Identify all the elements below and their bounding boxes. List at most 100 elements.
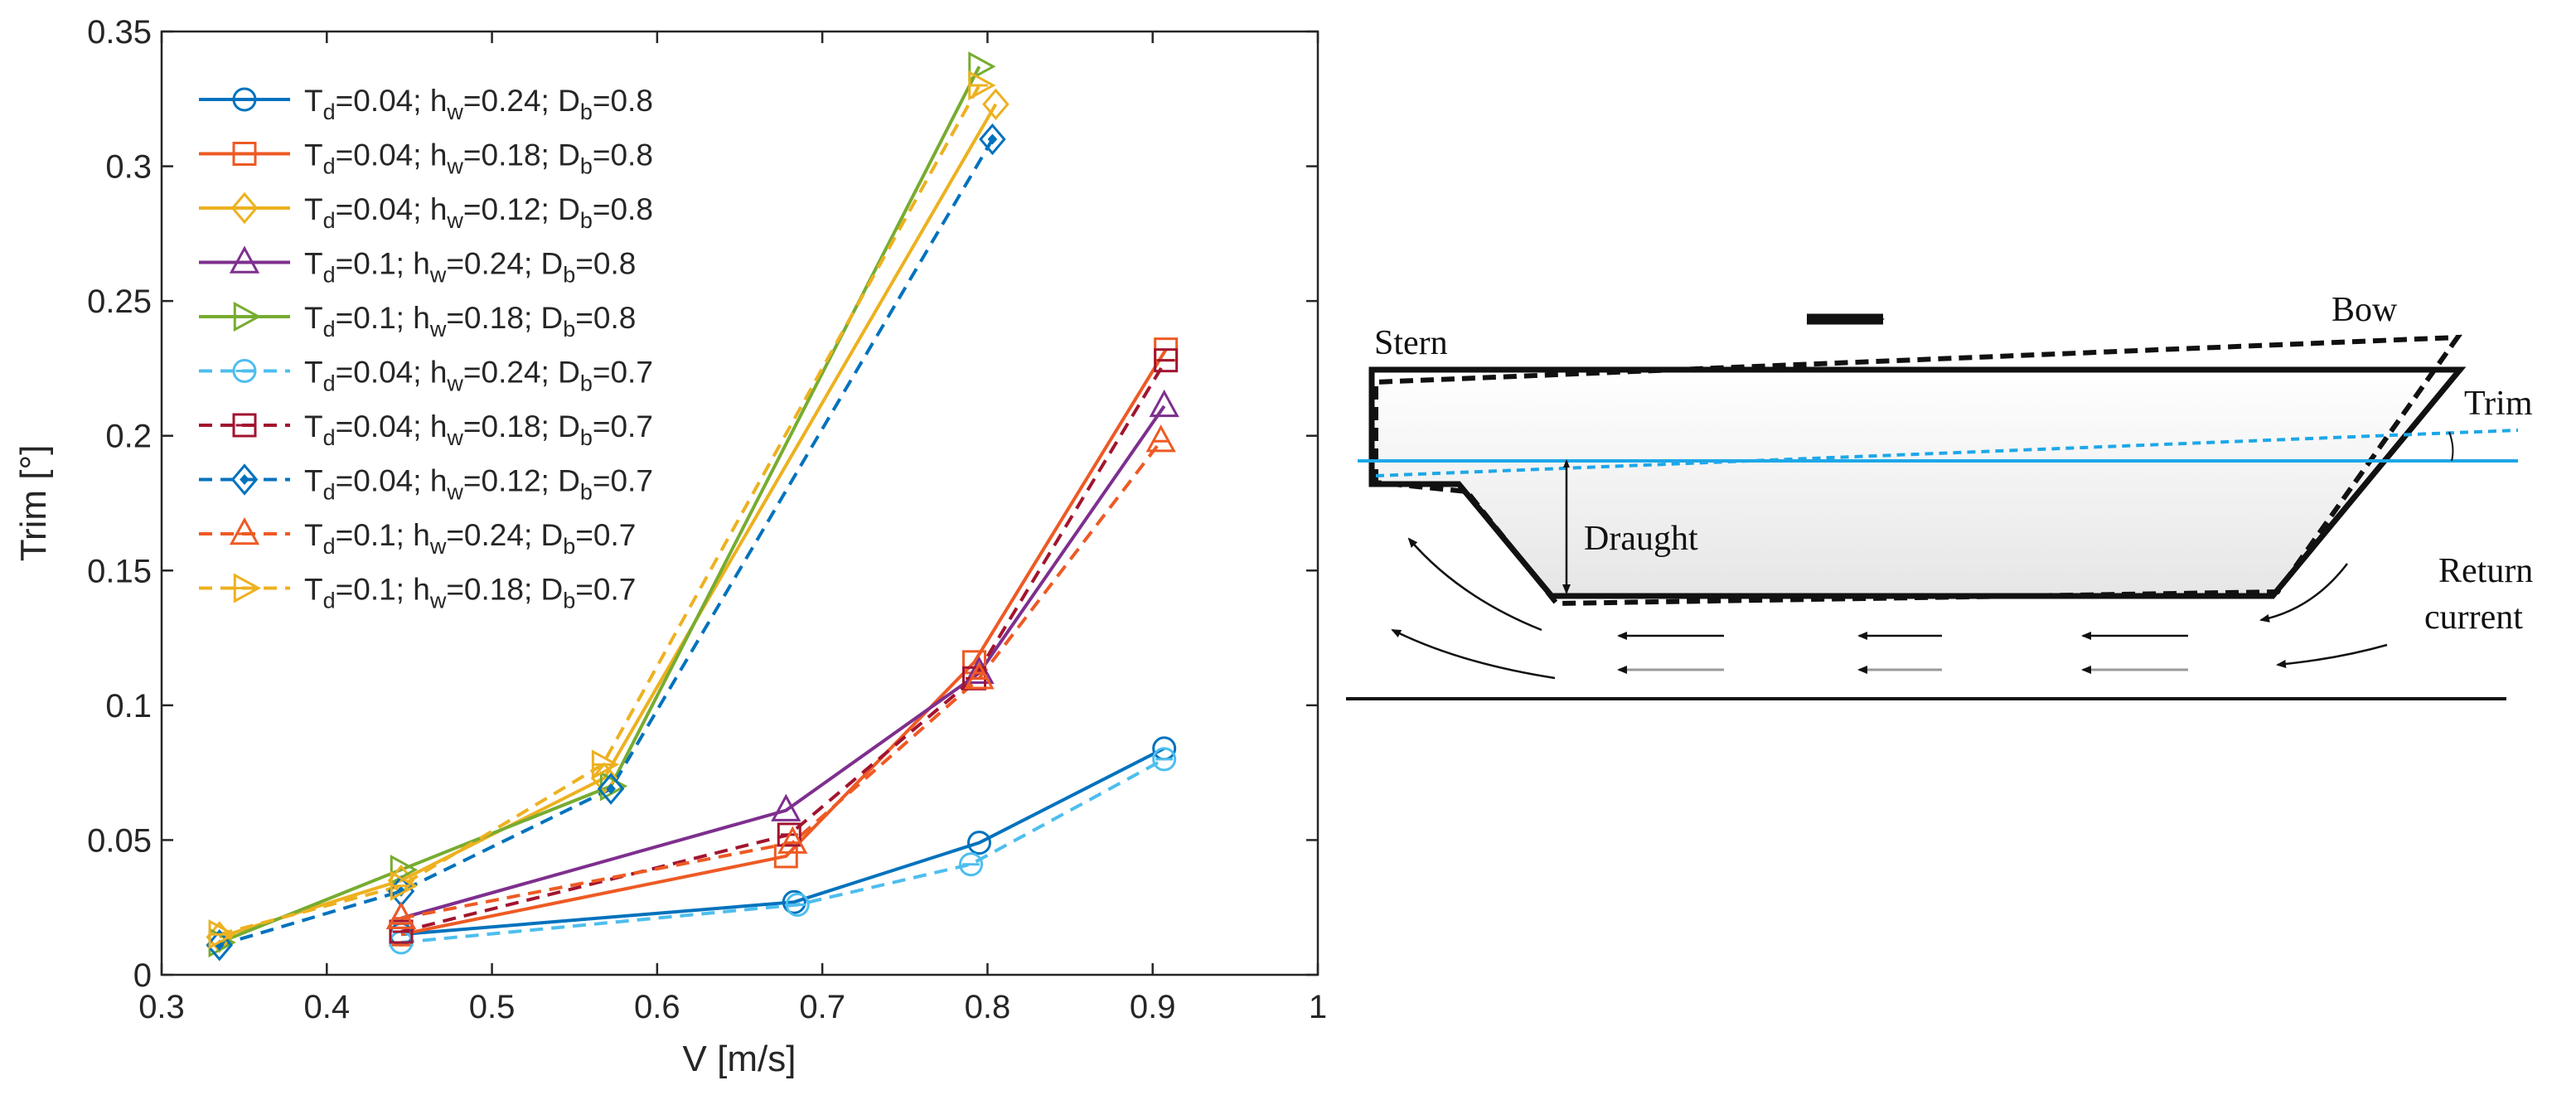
data-point: [390, 855, 418, 885]
trimmed-hull-outline: [1373, 334, 2462, 607]
legend-marker: [230, 191, 259, 225]
flow-arrow: [1391, 628, 1556, 680]
y-tick-labels: 0 0.05 0.1 0.15 0.2 0.25 0.3 0.35: [87, 14, 152, 994]
legend-marker: [230, 463, 259, 496]
legend-entry: Td=0.04; hw=0.18; Db=0.7: [199, 409, 653, 450]
legend-label: Td=0.04; hw=0.12; Db=0.7: [304, 464, 653, 505]
legend-entry: Td=0.04; hw=0.24; Db=0.8: [199, 84, 653, 124]
data-point: [1154, 348, 1179, 373]
series-line: [400, 747, 1165, 937]
data-point: [968, 51, 996, 82]
legend-entry: Td=0.1; hw=0.24; Db=0.8: [199, 245, 636, 288]
bow-label: Bow: [2331, 291, 2398, 329]
y-tick-label: 0.15: [87, 553, 152, 589]
legend-label: Td=0.04; hw=0.18; Db=0.8: [304, 138, 653, 179]
legend-marker: [232, 359, 257, 383]
series-line: [400, 440, 1163, 920]
y-tick-label: 0: [133, 957, 152, 994]
series-line: [219, 85, 981, 937]
data-point: [771, 793, 801, 821]
y-axis-label: Trim [°]: [13, 445, 54, 562]
x-tick-label: 0.5: [469, 989, 516, 1025]
return-current-label-1: Return: [2438, 552, 2533, 590]
legend-entry: Td=0.1; hw=0.18; Db=0.7: [199, 573, 636, 613]
legend-label: Td=0.1; hw=0.18; Db=0.8: [304, 301, 636, 342]
series-line: [219, 138, 995, 947]
legend-label: Td=0.04; hw=0.18; Db=0.7: [304, 409, 653, 450]
x-tick-label: 1: [1309, 989, 1327, 1025]
series-line: [400, 359, 1168, 933]
series-markers: [206, 51, 1179, 962]
legend-entry: Td=0.1; hw=0.18; Db=0.8: [199, 301, 636, 342]
legend-entry: Td=0.1; hw=0.24; Db=0.7: [199, 516, 636, 559]
legend-label: Td=0.1; hw=0.24; Db=0.7: [304, 518, 636, 559]
x-tick-label: 0.6: [634, 989, 680, 1025]
legend-entry: Td=0.04; hw=0.12; Db=0.7: [199, 463, 653, 505]
data-point: [1149, 389, 1179, 418]
data-point: [208, 919, 236, 950]
legend-marker: [233, 301, 262, 332]
legend-label: Td=0.04; hw=0.24; Db=0.8: [304, 84, 653, 124]
legend-label: Td=0.04; hw=0.24; Db=0.7: [304, 356, 653, 396]
legend-entry: Td=0.04; hw=0.12; Db=0.8: [199, 191, 653, 233]
legend-label: Td=0.1; hw=0.18; Db=0.7: [304, 573, 636, 613]
y-tick-label: 0.2: [105, 419, 152, 455]
axis-ticks: [160, 30, 1319, 976]
data-point: [968, 70, 996, 101]
legend-marker: [233, 573, 262, 603]
series-line: [400, 758, 1165, 944]
legend-marker: [232, 413, 257, 438]
data-point: [1145, 424, 1176, 453]
series-line: [219, 65, 981, 944]
data-point: [982, 88, 1010, 121]
trim-chart: 0.3 0.4 0.5 0.6 0.7 0.8 0.9 1 0 0.05 0.1 0.15 0.2 0.…: [13, 14, 1327, 1079]
legend-entry: Td=0.04; hw=0.18; Db=0.8: [199, 138, 653, 179]
legend-marker: [232, 142, 257, 166]
y-tick-label: 0.05: [87, 822, 152, 859]
x-tick-labels: 0.3 0.4 0.5 0.6 0.7 0.8 0.9 1: [138, 989, 1327, 1025]
x-axis-label: V [m/s]: [683, 1039, 797, 1079]
y-tick-label: 0.1: [105, 688, 152, 724]
x-tick-label: 0.8: [965, 989, 1011, 1025]
x-tick-label: 0.9: [1130, 989, 1176, 1025]
data-point: [1152, 747, 1177, 772]
series-line: [400, 405, 1166, 920]
data-point: [591, 749, 620, 780]
data-point: [782, 889, 806, 914]
legend-entry: Td=0.04; hw=0.24; Db=0.7: [199, 356, 653, 396]
flow-arrow: [1407, 537, 1542, 632]
data-point: [590, 762, 618, 794]
x-tick-label: 0.3: [138, 989, 185, 1025]
draught-label: Draught: [1584, 520, 1698, 558]
data-point: [785, 892, 810, 917]
data-point: [966, 831, 991, 855]
return-current-arrows: [1391, 537, 2388, 680]
data-point: [385, 901, 417, 929]
data-point: [964, 661, 995, 690]
data-point: [777, 826, 808, 854]
flow-arrow: [2259, 563, 2348, 623]
x-tick-label: 0.4: [303, 989, 350, 1025]
series-lines: [219, 65, 1168, 947]
legend-label: Td=0.04; hw=0.12; Db=0.8: [304, 192, 653, 233]
y-tick-label: 0.3: [105, 149, 152, 186]
trim-angle-arc: [2448, 431, 2454, 462]
x-tick-label: 0.7: [799, 989, 845, 1025]
plot-area: [160, 30, 1319, 976]
legend-marker: [229, 516, 260, 545]
legend-marker: [232, 87, 257, 112]
y-tick-label: 0.25: [87, 283, 152, 320]
data-point: [390, 870, 418, 901]
legend: Td=0.04; hw=0.24; Db=0.8 Td=0.04; hw=0.18…: [199, 84, 653, 613]
y-tick-label: 0.35: [87, 14, 152, 51]
return-current-label-2: current: [2424, 598, 2523, 637]
flow-arrow: [2276, 643, 2388, 669]
trim-label: Trim: [2464, 385, 2533, 423]
data-point: [979, 123, 1006, 156]
legend-label: Td=0.1; hw=0.24; Db=0.8: [304, 247, 636, 288]
data-point: [597, 773, 625, 805]
stern-label: Stern: [1374, 324, 1448, 362]
data-point: [959, 852, 983, 877]
vessel-trim-diagram: Stern Bow Trim Draught Return current: [1346, 291, 2533, 700]
